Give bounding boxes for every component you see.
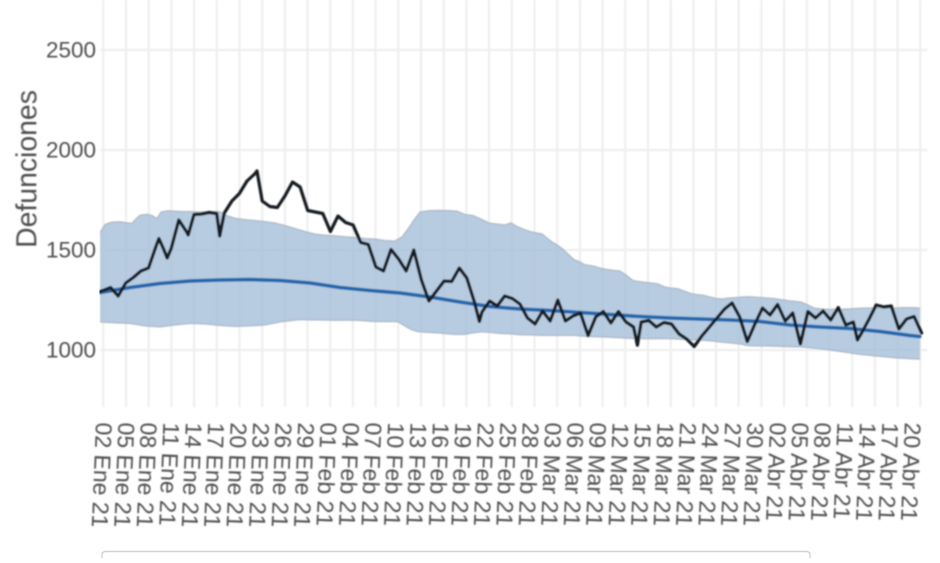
svg-text:09 Mar 21: 09 Mar 21 bbox=[581, 422, 611, 527]
svg-text:03 Mar 21: 03 Mar 21 bbox=[536, 422, 566, 527]
svg-text:25 Feb 21: 25 Feb 21 bbox=[491, 422, 521, 527]
svg-text:12 Mar 21: 12 Mar 21 bbox=[604, 422, 634, 527]
svg-text:02 Ene 21: 02 Ene 21 bbox=[87, 422, 117, 528]
svg-text:11 Abr 21: 11 Abr 21 bbox=[829, 422, 859, 520]
svg-text:14 Abr 21: 14 Abr 21 bbox=[851, 422, 881, 521]
svg-text:13 Feb 21: 13 Feb 21 bbox=[401, 422, 431, 527]
svg-text:05 Abr 21: 05 Abr 21 bbox=[784, 422, 814, 521]
svg-text:2500: 2500 bbox=[46, 38, 96, 63]
svg-text:08 Abr 21: 08 Abr 21 bbox=[806, 422, 836, 521]
svg-text:28 Feb 21: 28 Feb 21 bbox=[514, 422, 544, 527]
svg-text:24 Mar 21: 24 Mar 21 bbox=[694, 422, 724, 527]
svg-text:21 Mar 21: 21 Mar 21 bbox=[671, 422, 701, 527]
svg-text:1500: 1500 bbox=[46, 238, 96, 263]
svg-text:19 Feb 21: 19 Feb 21 bbox=[446, 422, 476, 527]
svg-text:27 Mar 21: 27 Mar 21 bbox=[716, 422, 746, 527]
svg-text:17 Abr 21: 17 Abr 21 bbox=[873, 422, 903, 521]
svg-text:02 Abr 21: 02 Abr 21 bbox=[761, 422, 791, 521]
svg-text:08 Ene 21: 08 Ene 21 bbox=[132, 422, 162, 528]
svg-text:29 Ene 21: 29 Ene 21 bbox=[289, 422, 319, 528]
svg-text:20 Ene 21: 20 Ene 21 bbox=[222, 422, 252, 528]
svg-text:22 Feb 21: 22 Feb 21 bbox=[469, 422, 499, 527]
svg-text:18 Mar 21: 18 Mar 21 bbox=[649, 422, 679, 527]
svg-text:11 Ene 21: 11 Ene 21 bbox=[154, 422, 184, 526]
svg-text:2000: 2000 bbox=[46, 138, 96, 163]
svg-text:14 Ene 21: 14 Ene 21 bbox=[177, 422, 207, 528]
svg-text:16 Feb 21: 16 Feb 21 bbox=[424, 422, 454, 527]
svg-text:04 Feb 21: 04 Feb 21 bbox=[334, 422, 364, 527]
svg-text:30 Mar 21: 30 Mar 21 bbox=[738, 422, 768, 527]
svg-text:15 Mar 21: 15 Mar 21 bbox=[626, 422, 656, 527]
svg-text:26 Ene 21: 26 Ene 21 bbox=[267, 422, 297, 528]
svg-text:23 Ene 21: 23 Ene 21 bbox=[244, 422, 274, 528]
svg-text:01 Feb 21: 01 Feb 21 bbox=[312, 422, 342, 527]
svg-text:10 Feb 21: 10 Feb 21 bbox=[379, 422, 409, 527]
svg-text:07 Feb 21: 07 Feb 21 bbox=[356, 422, 386, 527]
svg-text:Defunciones: Defunciones bbox=[11, 90, 43, 248]
svg-text:17 Ene 21: 17 Ene 21 bbox=[199, 422, 229, 528]
svg-text:20 Abr 21: 20 Abr 21 bbox=[896, 422, 926, 521]
svg-text:06 Mar 21: 06 Mar 21 bbox=[559, 422, 589, 527]
svg-text:1000: 1000 bbox=[46, 338, 96, 363]
svg-text:05 Ene 21: 05 Ene 21 bbox=[109, 422, 139, 528]
